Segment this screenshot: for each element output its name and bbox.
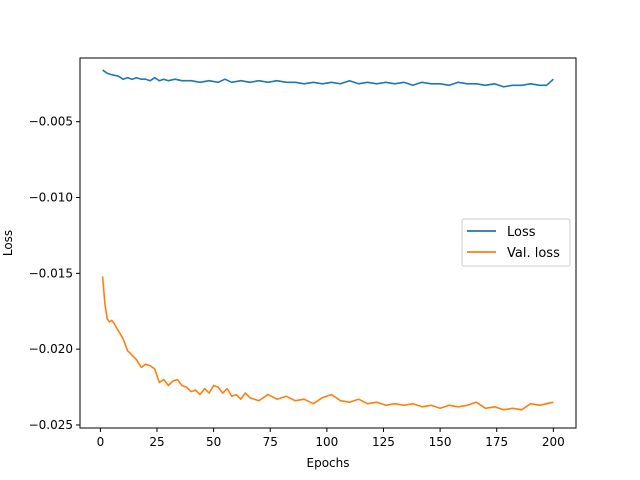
x-tick-label: 50 (206, 435, 221, 449)
series-line-loss (102, 69, 554, 88)
y-axis-label: Loss (1, 230, 15, 256)
y-tick-label: −0.020 (29, 342, 73, 356)
x-axis: 0 25 50 75 100 125 150 175 200 (97, 428, 565, 449)
series-layer (101, 69, 554, 411)
x-tick-label: 25 (149, 435, 164, 449)
series-line-val-loss (101, 276, 554, 411)
plot-frame (79, 57, 577, 429)
legend: Loss Val. loss (461, 218, 571, 267)
x-tick-label: 150 (429, 435, 452, 449)
x-tick-label: 125 (372, 435, 395, 449)
y-tick-label: −0.025 (29, 418, 73, 432)
x-axis-label: Epochs (307, 456, 350, 470)
legend-label-val-loss: Val. loss (507, 246, 560, 261)
y-tick-label: −0.015 (29, 266, 73, 280)
x-tick-label: 200 (542, 435, 565, 449)
legend-label-loss: Loss (507, 225, 536, 240)
x-tick-label: 175 (485, 435, 508, 449)
x-tick-label: 0 (97, 435, 105, 449)
y-tick-label: −0.010 (29, 191, 73, 205)
x-tick-label: 75 (263, 435, 278, 449)
y-axis: −0.005 −0.010 −0.015 −0.020 −0.025 (29, 115, 80, 432)
x-tick-label: 100 (315, 435, 338, 449)
y-tick-label: −0.005 (29, 115, 73, 129)
